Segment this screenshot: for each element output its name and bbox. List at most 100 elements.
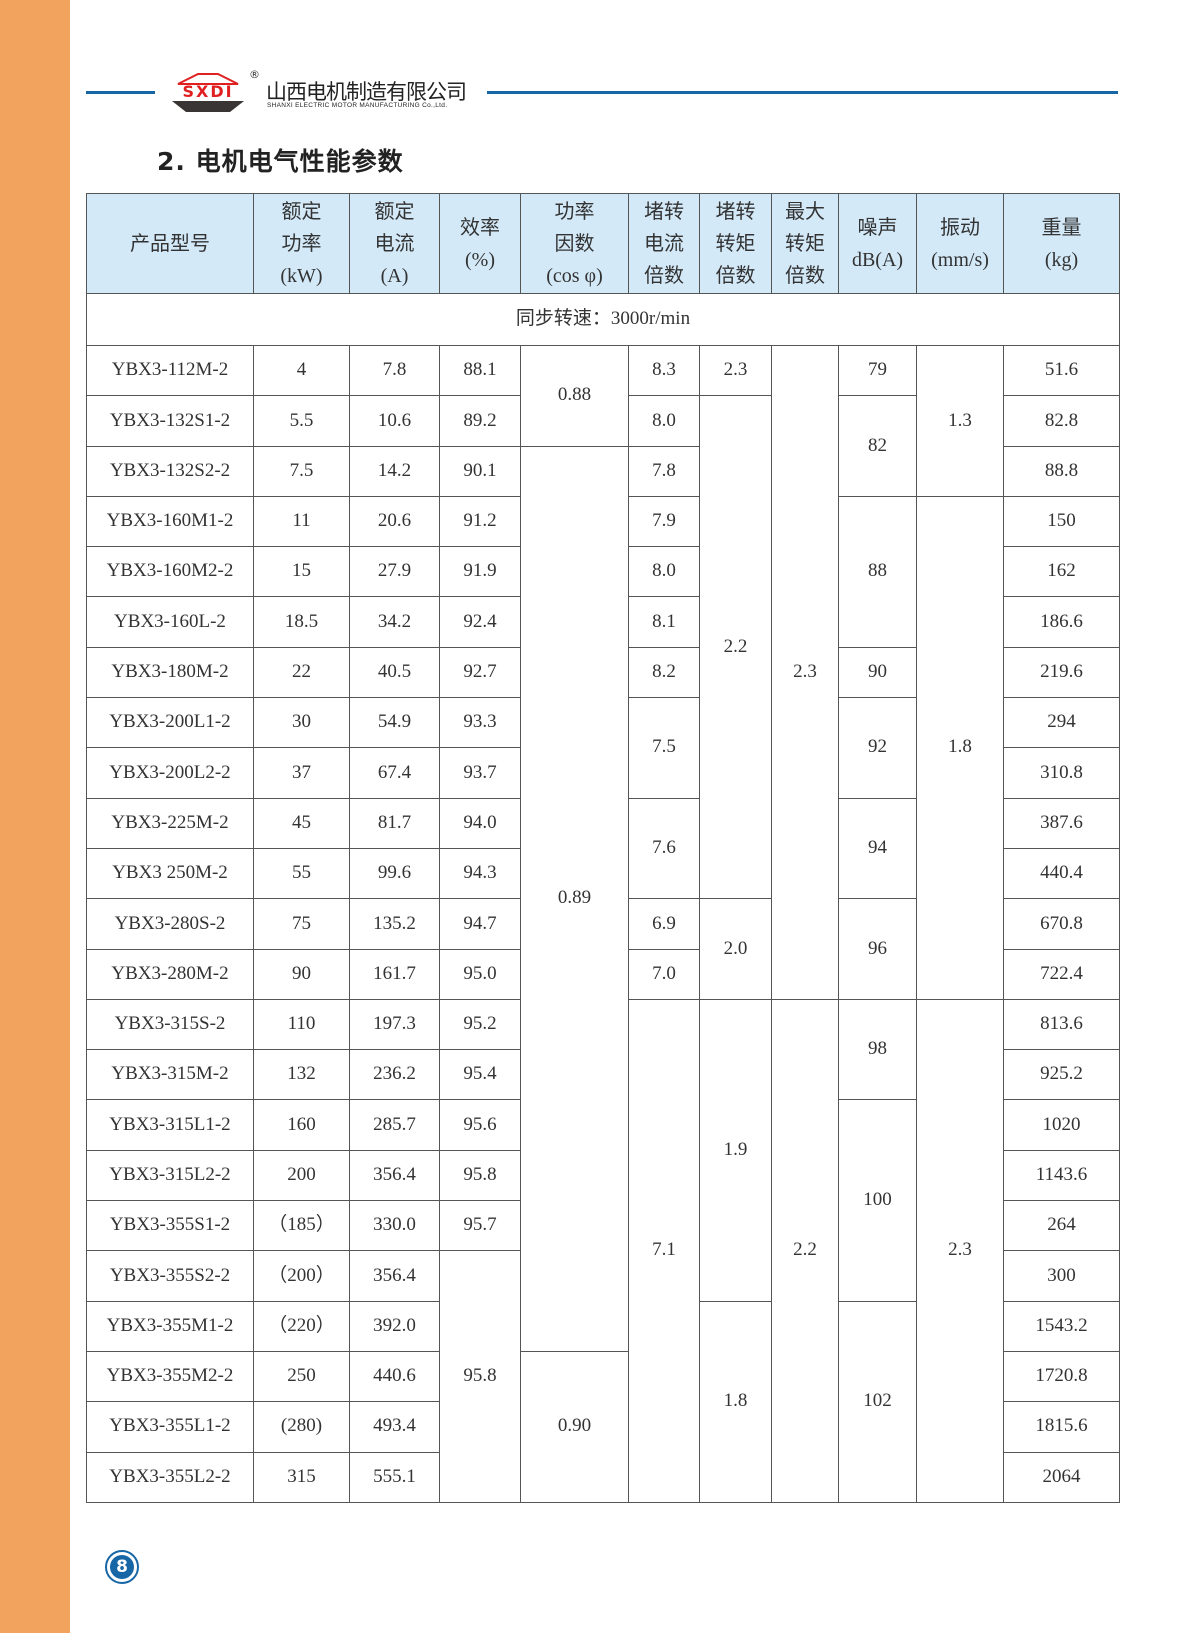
cell-rated-current: 7.8 [349,344,440,397]
column-header-rated-power: 额定 功率 (kW) [253,193,350,294]
cell-model: YBX3-355L2-2 [86,1451,254,1503]
cell-weight: 82.8 [1003,395,1120,447]
cell-noise: 96 [838,898,917,1000]
cell-model: YBX3-280M-2 [86,948,254,1000]
table-row: YBX3-112M-2 4 7.8 88.1 0.88 8.3 2.3 2.3 79 1.3 51.… [86,344,1120,1000]
table-header-row: 产品型号 额定 功率 (kW) 额定 电流 (A) 效率 (%) 功率 因数 (cos … [86,193,1120,294]
cell-rated-current: 493.4 [349,1401,440,1453]
cell-rated-power: 90 [253,948,350,1000]
column-header-noise: 噪声 dB(A) [838,193,917,294]
cell-efficiency: 88.1 [439,344,521,397]
cell-model: YBX3-280S-2 [86,898,254,950]
cell-vibration: 1.8 [916,495,1004,1000]
cell-weight: 1543.2 [1003,1300,1120,1352]
table-row: YBX3-355L1-2 (280) 493.4 1815.6 [86,1401,1120,1453]
cell-weight: 387.6 [1003,797,1120,849]
cell-locked-current: 7.5 [628,697,700,799]
cell-rated-current: 20.6 [349,495,440,548]
table-row: YBX3-315L1-2 160 285.7 95.6 100 1020 [86,1099,1120,1302]
cell-model: YBX3-355M1-2 [86,1300,254,1352]
column-header-weight: 重量 (kg) [1003,193,1120,294]
side-color-strip [0,0,70,1633]
cell-model: YBX3-160M2-2 [86,546,254,598]
cell-weight: 219.6 [1003,646,1120,699]
cell-model: YBX3-200L1-2 [86,697,254,749]
cell-locked-current: 8.1 [628,596,700,648]
cell-weight: 300 [1003,1250,1120,1302]
cell-rated-power: 250 [253,1350,350,1403]
cell-model: YBX3-315M-2 [86,1049,254,1101]
cell-noise: 92 [838,697,917,799]
cell-noise: 98 [838,998,917,1101]
cell-weight: 670.8 [1003,898,1120,950]
cell-noise: 88 [838,495,917,648]
cell-rated-current: 67.4 [349,747,440,799]
cell-rated-power: 55 [253,847,350,900]
cell-rated-power: 315 [253,1451,350,1503]
cell-weight: 150 [1003,495,1120,548]
cell-rated-power: 110 [253,998,350,1051]
cell-weight: 1020 [1003,1099,1120,1151]
cell-efficiency: 90.1 [439,445,521,497]
table-row: YBX3-355L2-2 315 555.1 2064 [86,1451,1120,1503]
cell-rated-current: 27.9 [349,546,440,598]
cell-weight: 440.4 [1003,847,1120,900]
cell-model: YBX3-315S-2 [86,998,254,1051]
cell-efficiency: 94.0 [439,797,521,849]
cell-rated-current: 356.4 [349,1250,440,1302]
column-header-model: 产品型号 [86,193,254,294]
cell-model: YBX3-112M-2 [86,344,254,397]
cell-rated-current: 392.0 [349,1300,440,1352]
cell-vibration: 2.3 [916,998,1004,1503]
sync-speed-row: 同步转速：3000r/min [86,293,1120,346]
cell-locked-current: 7.6 [628,797,700,900]
cell-max-torque: 2.2 [771,998,839,1503]
table-row: YBX3-280M-2 90 161.7 95.0 7.0 722.4 [86,948,1120,1000]
cell-rated-current: 161.7 [349,948,440,1000]
cell-rated-current: 135.2 [349,898,440,950]
column-header-vibration: 振动 (mm/s) [916,193,1004,294]
cell-rated-power: 75 [253,898,350,950]
table-row: YBX3-355M2-2 250 440.6 0.90 1720.8 [86,1350,1120,1503]
page-number: 8 [110,1555,134,1579]
cell-noise: 94 [838,797,917,900]
cell-noise: 79 [838,344,917,397]
cell-efficiency: 92.7 [439,646,521,699]
cell-rated-current: 236.2 [349,1049,440,1101]
cell-rated-power: 15 [253,546,350,598]
cell-max-torque: 2.3 [771,345,839,1000]
cell-model: YBX3-355S2-2 [86,1250,254,1302]
cell-rated-current: 54.9 [349,697,440,749]
header-rule-right [487,91,1118,94]
table-row: YBX3-225M-2 45 81.7 94.0 7.6 94 387.6 [86,797,1120,900]
cell-weight: 294 [1003,697,1120,749]
cell-locked-current: 8.3 [628,344,700,397]
cell-efficiency: 92.4 [439,596,521,648]
cell-rated-power: 30 [253,697,350,749]
cell-rated-power: 45 [253,797,350,849]
cell-rated-power: 200 [253,1149,350,1202]
cell-rated-power: （220） [253,1300,350,1352]
cell-locked-torque: 1.9 [699,998,772,1302]
cell-efficiency: 91.9 [439,546,521,598]
table-row: YBX3-355M1-2 （220） 392.0 1.8 102 1543.2 [86,1300,1120,1503]
cell-rated-power: （200） [253,1250,350,1302]
cell-weight: 813.6 [1003,998,1120,1051]
cell-rated-current: 330.0 [349,1200,440,1252]
cell-rated-current: 555.1 [349,1451,440,1503]
cell-efficiency: 94.3 [439,847,521,900]
cell-efficiency: 95.2 [439,998,521,1051]
cell-model: YBX3-355L1-2 [86,1401,254,1453]
cell-locked-current: 8.0 [628,546,700,598]
table-row: YBX3-315M-2 132 236.2 95.4 925.2 [86,1049,1120,1101]
cell-rated-power: 11 [253,495,350,548]
table-row: YBX3 250M-2 55 99.6 94.3 440.4 [86,847,1120,900]
cell-rated-power: 22 [253,646,350,699]
cell-efficiency: 94.7 [439,898,521,950]
table-row: YBX3-200L1-2 30 54.9 93.3 7.5 92 294 [86,697,1120,799]
cell-model: YBX3-355S1-2 [86,1200,254,1252]
registered-mark: ® [249,68,260,81]
cell-efficiency: 89.2 [439,395,521,447]
section-title: 2. 电机电气性能参数 [157,147,404,176]
cell-noise: 100 [838,1099,917,1302]
